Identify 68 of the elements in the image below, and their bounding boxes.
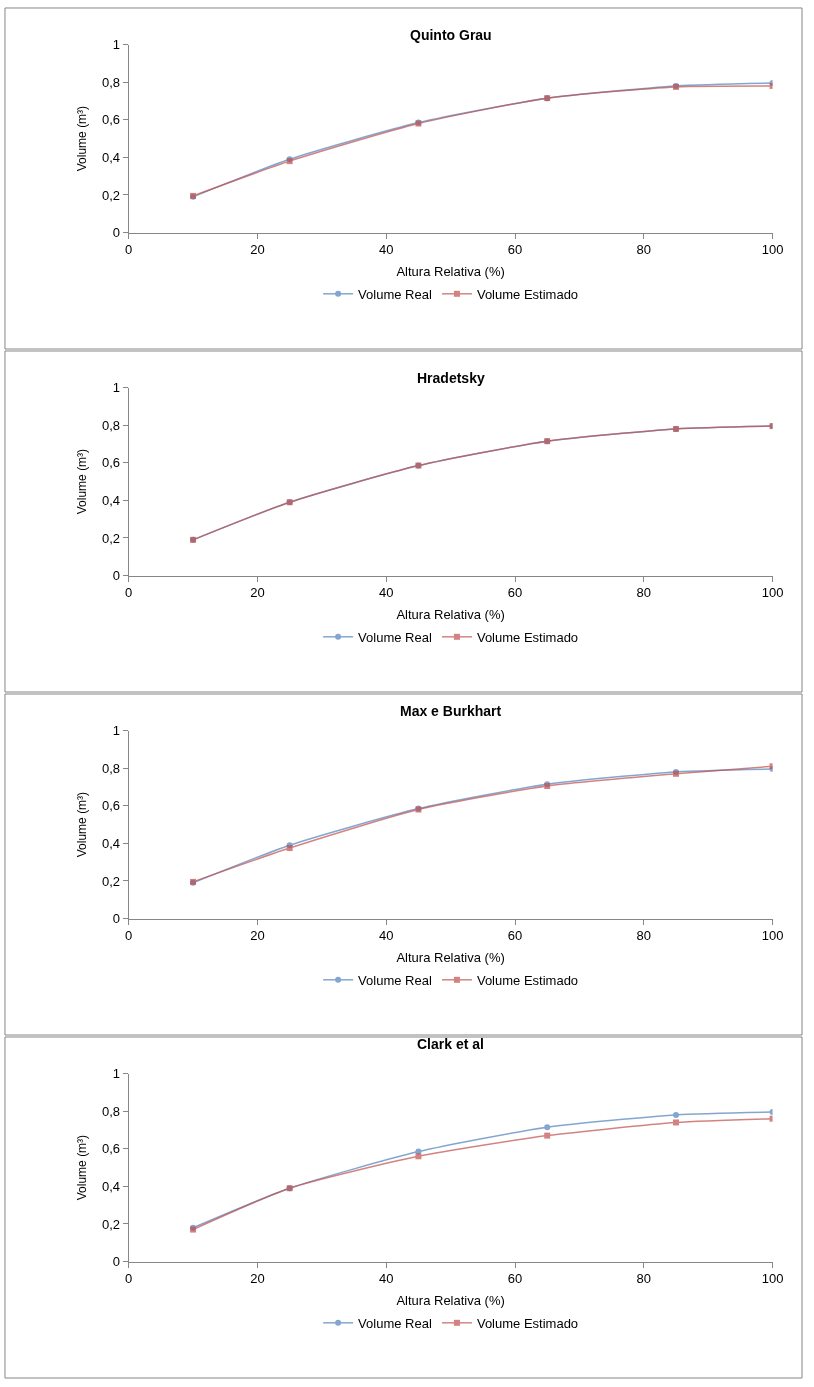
chart-title: Hradetsky xyxy=(417,370,485,386)
y-tick-label: 0,6 xyxy=(101,798,121,814)
x-tick-label: 100 xyxy=(761,585,784,601)
x-tick-label: 80 xyxy=(636,242,652,258)
y-tick-label: 1 xyxy=(112,37,121,53)
y-axis-title: Volume (m³) xyxy=(75,448,90,515)
x-tick-label: 60 xyxy=(507,928,523,944)
y-tick-label: 0,2 xyxy=(101,1216,121,1232)
legend-label: Volume Real xyxy=(358,286,432,302)
x-axis-title: Altura Relativa (%) xyxy=(396,606,505,622)
x-tick-label: 60 xyxy=(507,242,523,258)
y-tick-label: 0,2 xyxy=(101,187,121,203)
y-tick-label: 0 xyxy=(112,1254,121,1270)
legend-label: Volume Estimado xyxy=(476,1315,579,1331)
x-tick-label: 80 xyxy=(636,928,652,944)
x-tick-label: 60 xyxy=(507,585,523,601)
y-tick-label: 0,4 xyxy=(101,1178,121,1194)
x-tick-label: 20 xyxy=(250,242,265,258)
x-tick-label: 80 xyxy=(636,585,652,601)
x-tick-label: 100 xyxy=(761,928,784,944)
x-axis-title: Altura Relativa (%) xyxy=(396,263,505,279)
x-axis-title: Altura Relativa (%) xyxy=(396,949,505,965)
x-tick-label: 40 xyxy=(378,242,394,258)
y-tick-label: 1 xyxy=(112,1066,121,1082)
x-axis-title: Altura Relativa (%) xyxy=(396,1292,505,1308)
x-tick-label: 100 xyxy=(761,1271,784,1287)
y-tick-label: 0,8 xyxy=(101,1103,121,1119)
y-tick-label: 0,2 xyxy=(101,530,121,546)
chart-title: Clark et al xyxy=(417,1036,484,1052)
x-tick-label: 40 xyxy=(378,928,394,944)
x-tick-label: 100 xyxy=(761,242,784,258)
legend-label: Volume Estimado xyxy=(476,286,579,302)
legend-label: Volume Real xyxy=(358,629,432,645)
x-tick-label: 0 xyxy=(125,928,133,944)
y-tick-label: 0 xyxy=(112,225,121,241)
chart-title: Max e Burkhart xyxy=(400,703,502,719)
y-tick-label: 1 xyxy=(112,723,121,739)
y-tick-label: 0,8 xyxy=(101,417,121,433)
y-tick-label: 0,6 xyxy=(101,455,121,471)
y-tick-label: 0 xyxy=(112,911,121,927)
legend-label: Volume Real xyxy=(358,972,432,988)
x-tick-label: 20 xyxy=(250,928,265,944)
y-tick-label: 0,4 xyxy=(101,492,121,508)
y-tick-label: 0,6 xyxy=(101,112,121,128)
y-tick-label: 0,4 xyxy=(101,149,121,165)
x-tick-label: 0 xyxy=(125,242,133,258)
y-tick-label: 0,8 xyxy=(101,74,121,90)
y-tick-label: 0,6 xyxy=(101,1141,121,1157)
chart-title: Quinto Grau xyxy=(410,27,492,43)
y-tick-label: 0,8 xyxy=(101,760,121,776)
y-axis-title: Volume (m³) xyxy=(75,1134,90,1201)
y-axis-title: Volume (m³) xyxy=(75,791,90,858)
y-tick-label: 0,2 xyxy=(101,873,121,889)
x-tick-label: 80 xyxy=(636,1271,652,1287)
x-tick-label: 60 xyxy=(507,1271,523,1287)
x-tick-label: 20 xyxy=(250,585,265,601)
x-tick-label: 40 xyxy=(378,585,394,601)
y-axis-title: Volume (m³) xyxy=(75,105,90,172)
y-tick-label: 0 xyxy=(112,568,121,584)
x-tick-label: 20 xyxy=(250,1271,265,1287)
x-tick-label: 0 xyxy=(125,585,133,601)
legend-label: Volume Estimado xyxy=(476,972,579,988)
x-tick-label: 0 xyxy=(125,1271,133,1287)
legend-label: Volume Estimado xyxy=(476,629,579,645)
x-tick-label: 40 xyxy=(378,1271,394,1287)
y-tick-label: 1 xyxy=(112,380,121,396)
legend-label: Volume Real xyxy=(358,1315,432,1331)
y-tick-label: 0,4 xyxy=(101,835,121,851)
